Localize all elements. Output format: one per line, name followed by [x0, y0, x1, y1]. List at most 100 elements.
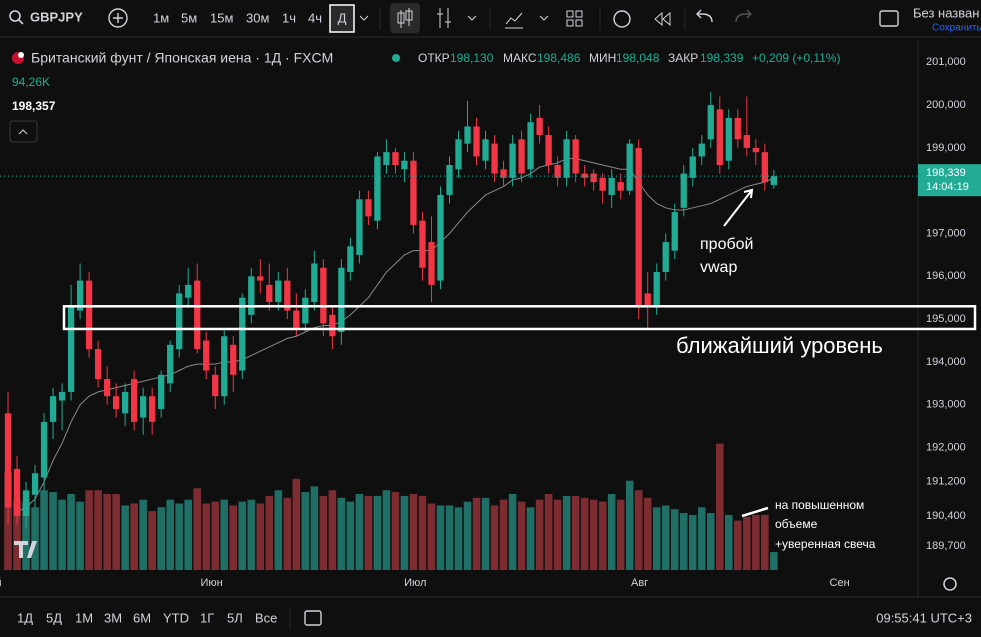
compare-button[interactable] [108, 8, 128, 28]
candle-body [347, 246, 354, 273]
candle-body [455, 139, 462, 170]
candle-body [617, 182, 624, 191]
volume-bar [76, 501, 84, 570]
volume-bar [463, 501, 472, 570]
candle-body [392, 152, 399, 166]
range[interactable]: 6М [133, 610, 151, 625]
interval[interactable]: 1м [153, 10, 169, 25]
settings-icon[interactable] [943, 577, 957, 591]
y-tick-label: 199,000 [926, 142, 966, 154]
collapse-button[interactable] [9, 120, 38, 143]
price-badge-timer: 14:04:19 [926, 181, 969, 193]
candle-body [482, 139, 489, 161]
bars-icon[interactable] [437, 8, 451, 28]
volume-bar [679, 513, 688, 570]
bottom-toolbar: 1Д 5Д 1М 3М 6М YTD 1Г 5Л Все 09:55:41 UT… [14, 541, 972, 630]
candle-icon [397, 12, 405, 24]
y-tick-label: 195,000 [926, 313, 966, 325]
annotation: на повышенном [775, 498, 864, 512]
templates-icon[interactable] [566, 10, 583, 27]
range[interactable]: YTD [163, 610, 189, 625]
ohlc-value: 198,486 [537, 51, 581, 65]
symbol[interactable]: GBPJPY [30, 9, 83, 24]
volume-bar [148, 511, 156, 570]
volume-bar [535, 499, 544, 570]
volume-bar [580, 497, 589, 570]
volume-bar [571, 495, 580, 570]
candle-body [374, 156, 381, 221]
y-tick-label: 197,000 [926, 227, 966, 239]
interval[interactable]: 15м [210, 10, 233, 25]
chevron[interactable] [539, 15, 549, 21]
chevron[interactable] [467, 15, 477, 21]
candle-body [85, 280, 93, 350]
y-tick-label: 189,700 [926, 540, 966, 552]
candle-body [653, 272, 660, 307]
volume-bar [175, 503, 183, 570]
candle-body [158, 374, 165, 410]
volume-bar [616, 499, 625, 570]
range[interactable]: 1Г [200, 610, 214, 625]
undo-icon[interactable] [696, 9, 713, 23]
volume-bar [562, 495, 571, 570]
market-status [392, 54, 400, 62]
layout-name[interactable]: Без назван [913, 5, 979, 20]
volume-bar [328, 490, 337, 570]
search-icon[interactable] [9, 10, 21, 22]
annotation: ближайший уровень [676, 333, 883, 358]
candle-body [473, 126, 480, 157]
volume-bar [661, 505, 670, 570]
candle-body [698, 143, 705, 157]
interval[interactable]: 1ч [282, 10, 296, 25]
range[interactable]: 1М [75, 610, 93, 625]
volume-bar [391, 492, 400, 570]
range[interactable]: 5Л [227, 610, 243, 625]
flag-icon [18, 52, 24, 58]
volume-bar [139, 499, 147, 570]
active-interval[interactable] [329, 4, 355, 33]
range[interactable]: 3М [104, 610, 122, 625]
redo-icon[interactable] [735, 9, 752, 23]
indicators-icon[interactable] [505, 12, 523, 29]
chart-type-button[interactable] [390, 3, 420, 33]
y-tick-label: 201,000 [926, 56, 966, 68]
instrument-title[interactable]: Британский фунт / Японская иена · 1Д · F… [31, 50, 333, 66]
interval[interactable]: 30м [246, 10, 269, 25]
ohlc-label: ЗАКР [668, 51, 698, 65]
replay-icon[interactable] [654, 11, 671, 27]
volume-bar [490, 505, 499, 570]
chevron[interactable] [359, 15, 369, 21]
annotation: объеме [775, 517, 818, 531]
save-status[interactable]: Сохранить [932, 23, 981, 34]
candle-body [752, 147, 759, 153]
interval[interactable]: Д [338, 10, 347, 25]
volume-bar [508, 494, 517, 570]
candle-body [149, 396, 156, 422]
clock[interactable]: 09:55:41 UTC+3 [876, 610, 972, 625]
candle-body [212, 374, 219, 397]
range[interactable]: 5Д [46, 610, 62, 625]
ohlc-value: 198,339 [700, 51, 744, 65]
candle-body [545, 135, 552, 166]
interval[interactable]: 5м [181, 10, 197, 25]
range[interactable]: 1Д [17, 610, 33, 625]
candle-body [40, 421, 48, 478]
candle-body [194, 280, 201, 350]
volume-bar [247, 499, 256, 570]
alert-icon[interactable] [613, 10, 631, 28]
layout-icon[interactable] [879, 10, 899, 27]
candle-body [239, 297, 246, 371]
calendar-icon[interactable] [304, 610, 322, 626]
volume-bar [211, 501, 220, 570]
candle-body [4, 413, 12, 508]
annotation: пробой [700, 236, 753, 253]
candle-body [437, 194, 444, 281]
candle-body [707, 105, 714, 140]
interval[interactable]: 4ч [308, 10, 322, 25]
range[interactable]: Все [255, 610, 277, 625]
candle-body [203, 340, 210, 371]
ohlc-value: 198,048 [616, 51, 660, 65]
volume-bar [598, 501, 607, 570]
candle-body [410, 160, 417, 225]
volume-bar [229, 505, 238, 570]
